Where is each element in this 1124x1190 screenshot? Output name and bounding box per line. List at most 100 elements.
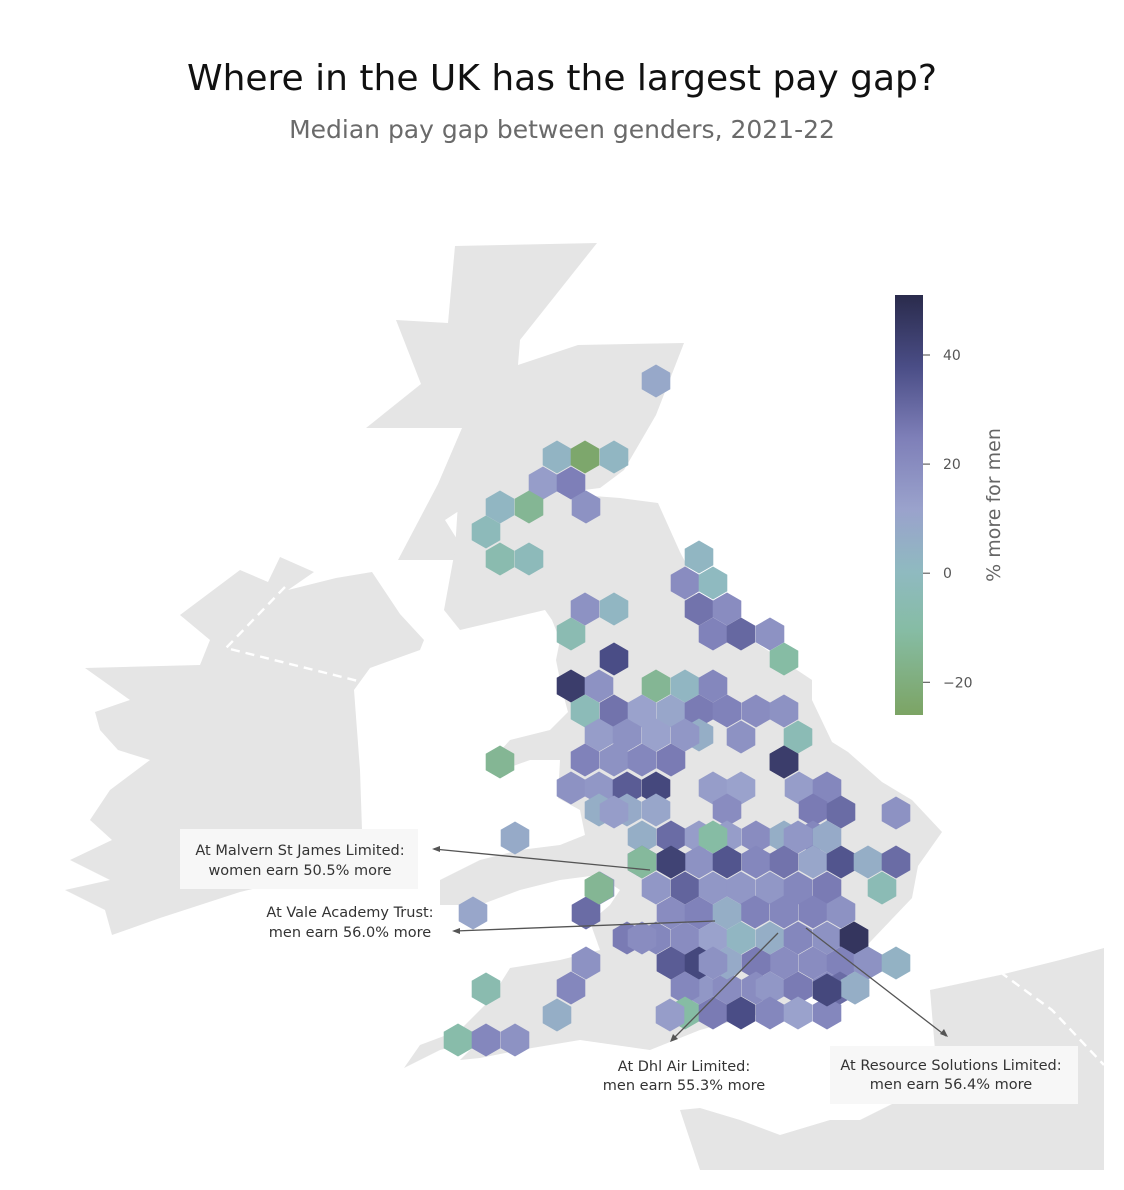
- hex-cell: [542, 440, 572, 474]
- hex-cell: [783, 971, 813, 1005]
- hex-cell: [755, 996, 785, 1030]
- hex-cell: [655, 998, 685, 1032]
- hex-cell: [656, 946, 686, 980]
- hex-cell: [641, 669, 671, 703]
- annotation-malvern-line2: women earn 50.5% more: [208, 863, 391, 879]
- hex-cell: [726, 871, 756, 905]
- hex-cell: [783, 820, 813, 854]
- hex-cell: [726, 996, 756, 1030]
- hex-cell: [812, 921, 842, 955]
- hex-cell: [769, 895, 799, 929]
- annotation-resource: At Resource Solutions Limited: men earn …: [805, 927, 1078, 1104]
- annotation-dhl-line2: men earn 55.3% more: [603, 1078, 765, 1094]
- hex-cell: [853, 845, 883, 879]
- hex-cell: [584, 871, 614, 905]
- hex-cell: [571, 490, 601, 524]
- hex-cell: [755, 921, 785, 955]
- hex-cell: [599, 694, 629, 728]
- hex-cell: [471, 515, 501, 549]
- hex-cell: [656, 820, 686, 854]
- hex-cell: [812, 996, 842, 1030]
- hex-cell: [839, 921, 869, 955]
- hex-cell: [627, 694, 657, 728]
- hex-cell: [556, 617, 586, 651]
- hex-cell: [500, 1023, 530, 1057]
- hex-cell: [656, 694, 686, 728]
- hex-cell: [826, 795, 856, 829]
- hex-cell: [769, 642, 799, 676]
- hex-cell: [612, 771, 642, 805]
- chart-title: Where in the UK has the largest pay gap?: [186, 58, 938, 99]
- hex-cell: [641, 364, 671, 398]
- hex-cell: [471, 1023, 501, 1057]
- hex-cell: [571, 896, 601, 930]
- hex-cell: [641, 793, 671, 827]
- hex-cell: [881, 946, 911, 980]
- annotation-vale-line1: At Vale Academy Trust:: [266, 905, 433, 921]
- hex-cell: [853, 946, 883, 980]
- hex-cell: [570, 743, 600, 777]
- hex-cell: [798, 845, 828, 879]
- annotation-resource-line2: men earn 56.4% more: [870, 1077, 1032, 1093]
- hex-cell: [798, 895, 828, 929]
- colorbar: 40 20 0 −20 % more for men: [895, 295, 1005, 715]
- hex-cell: [670, 718, 700, 752]
- hex-cell: [670, 921, 700, 955]
- hex-cell: [726, 720, 756, 754]
- hex-cell: [627, 743, 657, 777]
- hex-cell: [698, 820, 728, 854]
- annotation-malvern-line1: At Malvern St James Limited:: [195, 843, 404, 859]
- hex-cell: [584, 718, 614, 752]
- hex-cell: [712, 592, 742, 626]
- hex-cell: [769, 946, 799, 980]
- hex-cell: [641, 771, 671, 805]
- hex-cell: [798, 946, 828, 980]
- hex-cell: [570, 592, 600, 626]
- hex-cell: [798, 793, 828, 827]
- hex-cell: [500, 821, 530, 855]
- hex-cell: [741, 946, 771, 980]
- land-scotland-north: [366, 243, 684, 560]
- hex-cell: [769, 845, 799, 879]
- chart-subtitle: Median pay gap between genders, 2021-22: [289, 115, 835, 144]
- annotation-vale: At Vale Academy Trust: men earn 56.0% mo…: [266, 905, 716, 941]
- hex-cell: [712, 971, 742, 1005]
- hex-cell: [741, 820, 771, 854]
- hex-cell: [599, 440, 629, 474]
- hex-cell: [528, 466, 558, 500]
- hex-cell: [599, 592, 629, 626]
- hex-cell: [726, 771, 756, 805]
- hex-cell: [471, 972, 501, 1006]
- hex-cell: [769, 745, 799, 779]
- hex-cell: [556, 466, 586, 500]
- colorbar-tick-label: 40: [943, 348, 961, 364]
- hex-cell: [656, 845, 686, 879]
- hex-cell: [769, 694, 799, 728]
- hex-cell: [812, 820, 842, 854]
- hex-cell: [684, 540, 714, 574]
- hex-cell: [698, 871, 728, 905]
- hex-cell: [741, 694, 771, 728]
- hex-cell: [571, 946, 601, 980]
- hex-cell: [712, 845, 742, 879]
- hex-cell: [755, 971, 785, 1005]
- hex-cell: [812, 871, 842, 905]
- hex-cell: [698, 771, 728, 805]
- hex-cell: [599, 795, 629, 829]
- hex-cell: [812, 973, 842, 1007]
- hex-cell: [783, 996, 813, 1030]
- hex-cell: [726, 617, 756, 651]
- hex-cell: [570, 694, 600, 728]
- hex-cell: [698, 921, 728, 955]
- hex-cell: [443, 1023, 473, 1057]
- hex-cell: [826, 845, 856, 879]
- hex-cell: [684, 845, 714, 879]
- colorbar-label: % more for men: [983, 428, 1005, 582]
- hex-cell: [881, 796, 911, 830]
- hex-cell: [570, 440, 600, 474]
- hex-cell: [458, 896, 488, 930]
- hex-cell: [712, 793, 742, 827]
- hex-cell: [698, 946, 728, 980]
- annotation-malvern: At Malvern St James Limited: women earn …: [180, 829, 651, 889]
